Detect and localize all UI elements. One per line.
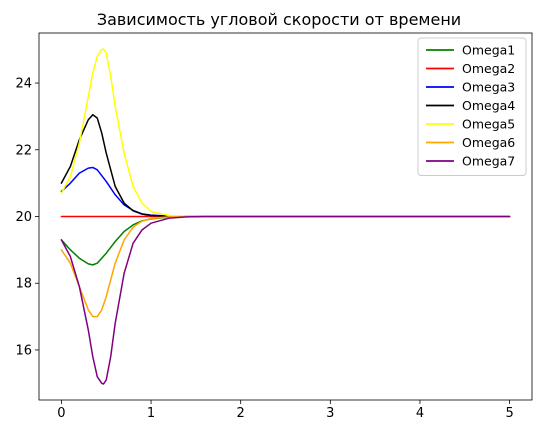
y-tick-label: 16: [15, 343, 32, 358]
x-tick-label: 0: [57, 406, 65, 421]
legend: Omega1 Omega2 Omega3 Omega4 Omega5 Omega6 Omeg…: [417, 37, 527, 176]
legend-box: [417, 37, 527, 176]
x-tick-label: 5: [505, 406, 513, 421]
legend-label: Omega3: [462, 80, 515, 95]
x-tick-label: 1: [147, 406, 155, 421]
legend-label: Omega6: [462, 135, 515, 150]
legend-label: Omega1: [462, 43, 515, 58]
legend-label: Omega4: [462, 98, 515, 113]
legend-label: Omega2: [462, 61, 515, 76]
x-tick-label: 3: [326, 406, 334, 421]
axes-layer: 0 1 2 3 4 5 16 18 20 22 24: [15, 32, 533, 421]
series-line-omega6: [60, 215, 511, 318]
plot-area: [60, 48, 511, 385]
legend-label: Omega7: [462, 154, 515, 169]
x-tick-label: 2: [237, 406, 245, 421]
y-tick-label: 24: [15, 77, 32, 92]
chart-title: Зависимость угловой скорости от времени: [97, 10, 461, 29]
y-tick-label: 20: [15, 210, 32, 225]
y-tick-label: 22: [15, 143, 32, 158]
y-tick-label: 18: [15, 277, 32, 292]
x-tick-label: 4: [416, 406, 424, 421]
series-line-omega7: [60, 215, 511, 385]
series-layer: [60, 48, 511, 385]
legend-label: Omega5: [462, 117, 515, 132]
